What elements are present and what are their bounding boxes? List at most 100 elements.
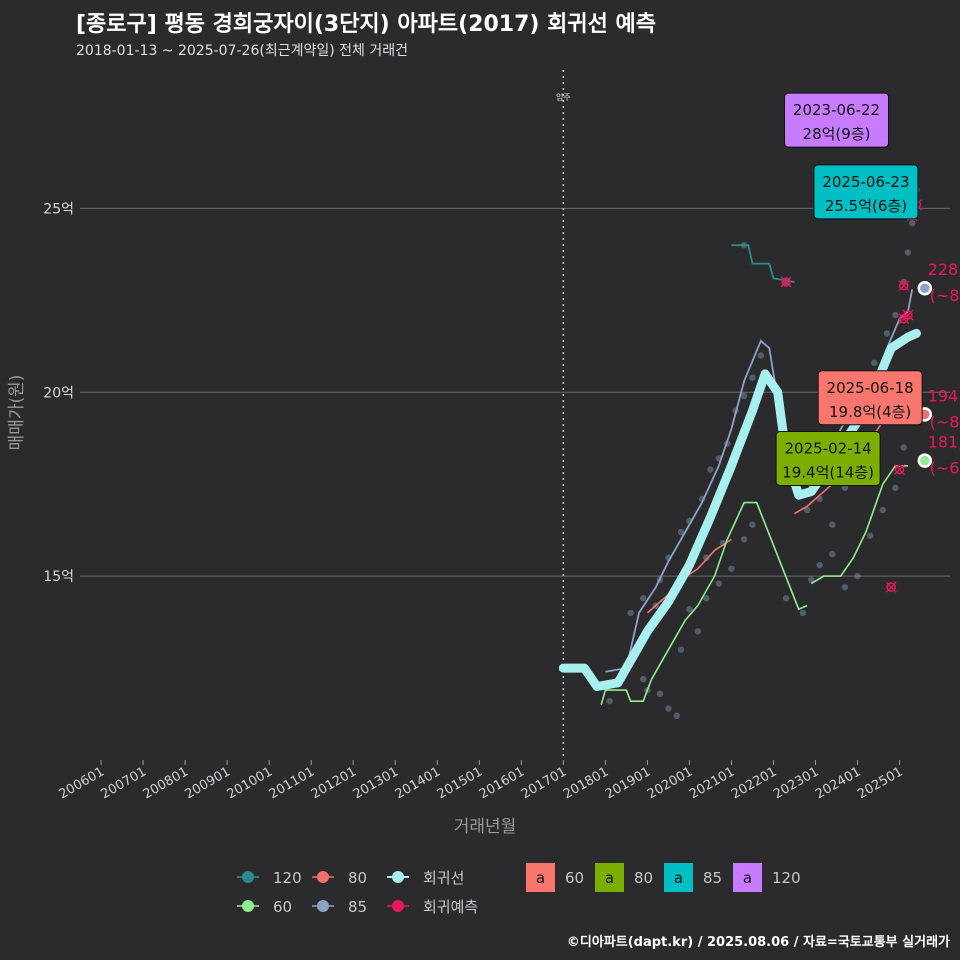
- callout-date: 2023-06-22: [793, 101, 880, 119]
- prediction-marker: [894, 464, 905, 475]
- callout-box: [784, 92, 890, 148]
- legend-label: 120: [772, 869, 801, 887]
- x-tick-label: 202301: [771, 764, 821, 802]
- prediction-marker: [886, 582, 896, 592]
- endpoint-area-label: (~60㎡): [930, 459, 960, 478]
- x-tick-label: 201501: [435, 764, 485, 802]
- x-tick-label: 200901: [183, 764, 233, 802]
- legend-swatch-60: [526, 863, 555, 892]
- callout-value: 28억(9층): [803, 125, 871, 143]
- trade-point: [892, 311, 899, 319]
- x-tick-label: 202401: [813, 764, 863, 802]
- endpoint-marker: [917, 453, 933, 468]
- legend-dot-회귀선: [392, 871, 404, 883]
- trade-point: [749, 521, 756, 528]
- x-tick-label: 201901: [603, 764, 653, 802]
- legend-glyph: a: [536, 869, 545, 887]
- trade-point: [799, 609, 807, 617]
- trade-point: [803, 506, 811, 514]
- trade-point: [677, 528, 685, 536]
- trade-point: [728, 565, 735, 572]
- prediction-cross: [780, 276, 792, 288]
- trade-point: [757, 352, 765, 359]
- prediction-cross: [902, 309, 914, 321]
- chart-subtitle: 2018-01-13 ~ 2025-07-26(최근계약일) 전체 거래건: [76, 43, 408, 59]
- trade-point: [715, 580, 723, 587]
- trade-point: [808, 576, 815, 584]
- legend-glyph: a: [743, 869, 752, 887]
- legend-layer: 120 80 회귀선 60 85 회귀예측 a 60 a 80 a 85 a 120: [237, 863, 801, 916]
- trade-point: [686, 606, 693, 613]
- x-tick-label: 200701: [99, 764, 149, 802]
- trade-point: [740, 536, 748, 543]
- callout-box: [775, 430, 881, 486]
- y-tick-label: 20억: [43, 385, 74, 401]
- prediction-marker: [781, 277, 791, 287]
- x-tick-label: 201801: [561, 764, 611, 802]
- y-tick-label: 15억: [43, 569, 74, 585]
- trade-point: [892, 484, 899, 492]
- x-tick-label: 201301: [351, 764, 401, 802]
- series-line-80: [646, 538, 732, 614]
- trade-point: [639, 595, 647, 602]
- trade-point: [665, 705, 672, 712]
- endpoint-marker: [917, 280, 933, 296]
- trade-point: [841, 484, 849, 492]
- endpoint-area-label: (~85㎡): [930, 286, 960, 305]
- trade-point: [904, 249, 912, 256]
- x-tick-label: 202201: [729, 764, 779, 802]
- prediction-cross: [894, 464, 905, 475]
- trade-point: [900, 444, 907, 451]
- callout-value: 19.8억(4층): [829, 403, 911, 421]
- legend-dot-120: [242, 871, 254, 883]
- trade-point: [879, 506, 886, 514]
- legend-glyph: a: [605, 869, 614, 887]
- x-axis-title: 거래년월: [454, 817, 517, 837]
- trade-point: [749, 374, 756, 381]
- legend-label: 120: [273, 869, 302, 887]
- axis-layer: 15억20억25억2006012007012008012009012010012…: [7, 201, 906, 837]
- legend-swatch-85: [664, 863, 693, 892]
- trade-point: [740, 392, 748, 400]
- y-axis-title: 매매가(원): [7, 375, 27, 451]
- legend-swatch-80: [595, 863, 624, 892]
- prediction-cross: [898, 280, 910, 292]
- endpoint-price-label: 228,300: [928, 260, 960, 279]
- x-tick-label: 201401: [393, 764, 443, 802]
- y-tick-label: 25억: [43, 201, 74, 217]
- trade-point: [841, 583, 849, 591]
- callout-date: 2025-06-23: [822, 173, 909, 191]
- callout-box: [813, 164, 919, 220]
- legend-label: 85: [703, 869, 722, 887]
- trade-point: [703, 554, 710, 561]
- trade-point: [829, 550, 836, 558]
- trade-point: [627, 609, 634, 617]
- legend-label: 60: [273, 898, 292, 916]
- source-footer: ©디아파트(dapt.kr) / 2025.08.06 / 자료=국토교통부 실…: [566, 935, 950, 950]
- legend-glyph: a: [674, 869, 683, 887]
- trade-point: [639, 675, 647, 683]
- x-tick-label: 201001: [225, 764, 275, 802]
- prediction-marker: [899, 280, 909, 291]
- trade-point: [703, 595, 710, 602]
- trade-point: [871, 359, 878, 367]
- x-tick-label: 202501: [855, 764, 905, 802]
- annotation-layer: 228,300 (~85㎡) 194,000 (~80㎡) 181,409 (~60㎡) 2…: [775, 92, 960, 486]
- legend-label: 80: [348, 869, 367, 887]
- grid-layer: 입주: [80, 70, 950, 760]
- legend-label: 85: [348, 898, 367, 916]
- prediction-marker: [903, 310, 913, 320]
- trade-point: [908, 219, 916, 227]
- x-tick-label: 201201: [309, 764, 359, 802]
- series-line-120: [731, 244, 795, 283]
- trade-point: [883, 330, 891, 337]
- callout-value: 25.5억(6층): [825, 197, 907, 215]
- x-tick-label: 200801: [141, 764, 191, 802]
- trade-point: [673, 712, 681, 720]
- legend-label: 80: [634, 869, 653, 887]
- callout-date: 2025-06-18: [827, 379, 914, 397]
- trade-point: [606, 697, 613, 705]
- chart-title: [종로구] 평동 경희궁자이(3단지) 아파트(2017) 회귀선 예측: [76, 12, 656, 37]
- series-line-60: [600, 501, 808, 706]
